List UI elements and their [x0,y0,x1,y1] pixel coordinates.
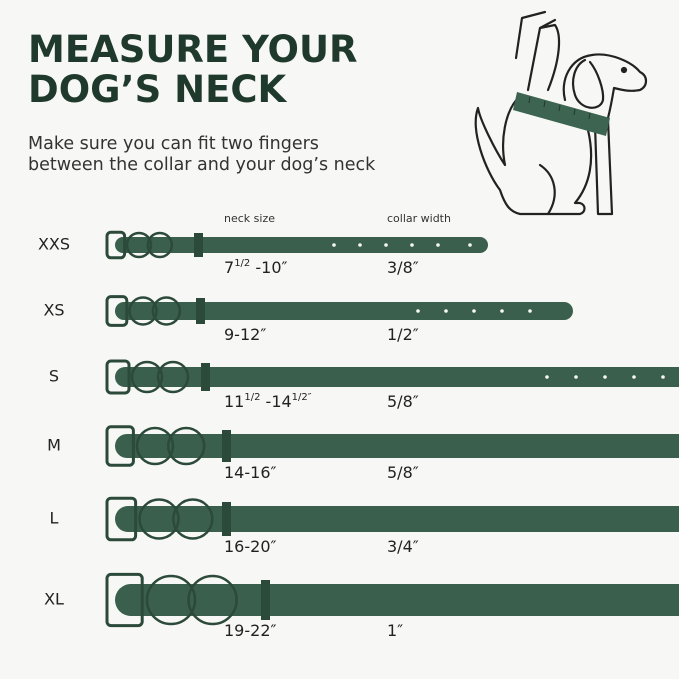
neck-size-text: 7 [224,258,234,277]
subtitle-line: between the collar and your dog’s neck [28,155,376,175]
buckle [105,359,131,395]
keeper [222,430,231,462]
column-label: neck size [224,212,275,225]
d-ring [151,296,182,326]
column-label: collar width [387,212,451,225]
hole [436,243,440,247]
neck-size-text: -10″ [250,258,287,277]
collar-strap [115,434,679,458]
d-ring [166,426,206,466]
hole [468,243,472,247]
d-ring [135,426,175,466]
hole [416,309,420,313]
d-ring [128,296,158,326]
size-label: XXS [38,235,70,254]
neck-size: 9-12″ [224,325,266,344]
title-line: MEASURE YOUR [28,28,358,71]
hole [528,309,532,313]
d-ring [156,360,190,394]
hole [472,309,476,313]
hole [661,375,665,379]
d-ring [138,498,180,540]
neck-size: 71/2 -10″ [224,258,288,277]
title-line: DOG’S NECK [28,68,288,111]
d-ring [145,574,197,626]
keeper [222,502,231,536]
neck-size-text: 16-20″ [224,537,276,556]
collar-width: 3/4″ [387,537,419,556]
neck-size-text: -14 [260,392,291,411]
collar-width: 3/8″ [387,258,419,277]
dog-illustration [474,10,648,216]
d-ring [125,231,153,259]
hole [444,309,448,313]
size-label: XS [43,301,64,320]
neck-size-text: 19-22″ [224,621,276,640]
buckle [105,572,144,628]
neck-size: 111/2 -141/2″ [224,392,312,411]
hole [545,375,549,379]
collar-width: 1″ [387,621,403,640]
ruler-collar [513,92,610,136]
neck-size-superscript: 1/2 [244,392,260,403]
d-ring [146,231,174,259]
hole [632,375,636,379]
hole [332,243,336,247]
collar-width: 1/2″ [387,325,419,344]
size-label: S [49,367,59,386]
neck-size: 16-20″ [224,537,276,556]
keeper [194,233,203,257]
size-label: XL [44,590,64,609]
hole [603,375,607,379]
collar-strap [115,506,679,532]
collar-strap [115,584,679,616]
keeper [261,580,270,620]
hole [410,243,414,247]
buckle [105,425,135,467]
hole [358,243,362,247]
neck-size-text: 14-16″ [224,463,276,482]
neck-size: 14-16″ [224,463,276,482]
d-ring [172,498,214,540]
keeper [196,298,205,324]
size-label: L [50,509,59,528]
neck-size-superscript: 1/2 [234,258,250,269]
collar-width: 5/8″ [387,463,419,482]
collar-width: 5/8″ [387,392,419,411]
d-ring [187,574,238,626]
buckle [105,496,138,542]
neck-size-text: 9-12″ [224,325,266,344]
subtitle-line: Make sure you can fit two fingers [28,134,319,154]
neck-size-text: 11 [224,392,244,411]
hole [384,243,388,247]
neck-size-superscript: 1/2″ [292,392,312,403]
size-label: M [47,436,61,455]
keeper [201,363,210,391]
neck-size: 19-22″ [224,621,276,640]
collar-strap [115,302,573,320]
d-ring [130,360,164,394]
hole [500,309,504,313]
collar-strap [115,367,679,387]
collar-strap [115,237,488,253]
hole [574,375,578,379]
buckle [105,295,129,327]
buckle [105,230,127,260]
